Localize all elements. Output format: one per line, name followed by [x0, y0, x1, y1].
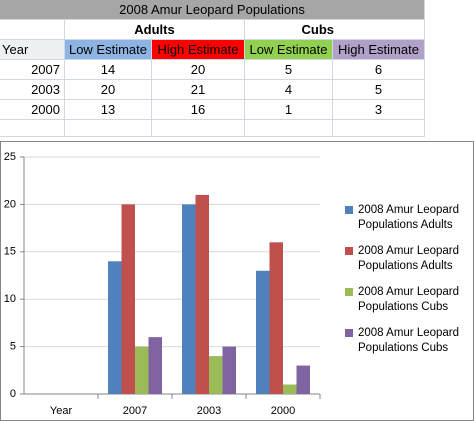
bar [195, 194, 209, 394]
legend-entry: 2008 Amur Leopard Populations Adults [345, 203, 470, 244]
empty-cell [152, 120, 245, 137]
y-tick-label: 15 [4, 246, 16, 258]
bar [269, 242, 283, 394]
table-cell: 2007 [0, 60, 65, 80]
table-title: 2008 Amur Leopard Populations [0, 0, 425, 20]
bar [148, 337, 162, 394]
table-cell: 3 [333, 100, 425, 120]
legend-entry: 2008 Amur Leopard Populations Adults [345, 244, 470, 285]
legend-swatch [345, 288, 353, 296]
x-tick-label: 2000 [271, 405, 295, 417]
legend-entry: 2008 Amur Leopard Populations Cubs [345, 285, 470, 326]
legend-swatch [345, 247, 353, 255]
table-cell: 2003 [0, 80, 65, 100]
y-tick-label: 0 [10, 388, 16, 400]
table-cell: 14 [65, 60, 152, 80]
table-cell: 20 [65, 80, 152, 100]
group-header: Adults [65, 20, 245, 40]
bar [121, 204, 135, 394]
empty-cell [0, 120, 65, 137]
bar [209, 356, 223, 394]
group-header [0, 20, 65, 40]
legend-label: 2008 Amur Leopard Populations Cubs [358, 327, 460, 354]
x-tick-label: 2007 [123, 405, 147, 417]
table-cell: 5 [333, 80, 425, 100]
table-cell: 5 [245, 60, 333, 80]
legend-label: 2008 Amur Leopard Populations Adults [358, 204, 460, 231]
x-tick-label: Year [50, 405, 73, 417]
table-cell: 1 [245, 100, 333, 120]
empty-cell [245, 120, 333, 137]
legend-label: 2008 Amur Leopard Populations Adults [358, 245, 460, 272]
legend: 2008 Amur Leopard Populations Adults 2008… [345, 203, 470, 367]
bar [182, 204, 196, 394]
x-tick-label: 2003 [197, 405, 221, 417]
table-cell: 2000 [0, 100, 65, 120]
column-header: Low Estimate [245, 40, 333, 60]
legend-swatch [345, 206, 353, 214]
table-cell: 4 [245, 80, 333, 100]
table-cell: 13 [65, 100, 152, 120]
y-tick-label: 25 [4, 151, 16, 163]
bar [135, 346, 149, 394]
column-header: High Estimate [152, 40, 245, 60]
table-cell: 21 [152, 80, 245, 100]
table-cell: 20 [152, 60, 245, 80]
column-header: Year [0, 40, 65, 60]
bar [108, 261, 122, 394]
bar [222, 346, 236, 394]
legend-swatch [345, 329, 353, 337]
group-header: Cubs [245, 20, 425, 40]
legend-entry: 2008 Amur Leopard Populations Cubs [345, 326, 470, 367]
legend-label: 2008 Amur Leopard Populations Cubs [358, 286, 460, 313]
empty-cell [65, 120, 152, 137]
empty-cell [333, 120, 425, 137]
y-tick-label: 5 [10, 341, 16, 353]
bar [283, 384, 297, 394]
table-cell: 6 [333, 60, 425, 80]
y-tick-label: 20 [4, 198, 16, 210]
column-header: Low Estimate [65, 40, 152, 60]
bar [256, 270, 270, 394]
y-tick-label: 10 [4, 293, 16, 305]
table-cell: 16 [152, 100, 245, 120]
column-header: High Estimate [333, 40, 425, 60]
bar [296, 365, 310, 394]
